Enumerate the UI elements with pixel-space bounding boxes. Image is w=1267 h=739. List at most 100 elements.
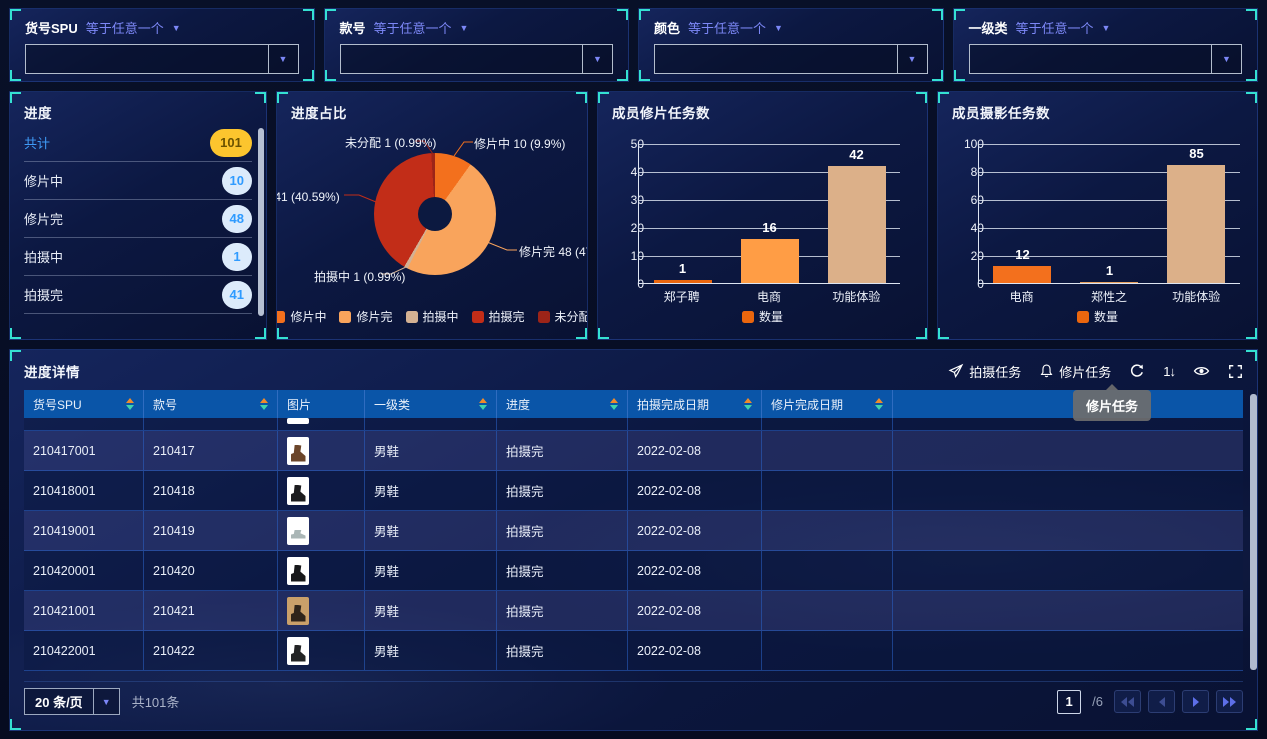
- filter-select[interactable]: ▼: [654, 44, 928, 74]
- filter-select[interactable]: ▼: [25, 44, 299, 74]
- retouch-tasks-chart-panel: 成员修片任务数 50 40 30 20 10 0 1 16 42 郑子聘 电商 …: [597, 91, 928, 340]
- bar[interactable]: [1167, 164, 1226, 283]
- cell-retouch-date: [762, 631, 893, 671]
- sort-arrows-icon[interactable]: [875, 398, 883, 410]
- table-row[interactable]: 210419001 210419 男鞋 拍摄完 2022-02-08: [24, 511, 1243, 551]
- product-image[interactable]: [287, 556, 309, 585]
- column-header-shoot-date[interactable]: 拍摄完成日期: [628, 390, 762, 418]
- column-header-spu[interactable]: 货号SPU: [24, 390, 144, 418]
- progress-item-retouching[interactable]: 修片中 10: [24, 162, 252, 200]
- legend-item[interactable]: 数量: [1076, 308, 1118, 325]
- chevron-down-icon[interactable]: ▼: [1101, 22, 1111, 33]
- filter-operator-link[interactable]: 等于任意一个: [373, 21, 452, 36]
- cell-spu: 210417001: [24, 431, 144, 471]
- tool-label: 修片任务: [1059, 364, 1112, 380]
- table-scrollbar-thumb[interactable]: [1250, 394, 1257, 670]
- bar[interactable]: [1080, 281, 1139, 283]
- cell-style-no: 210418: [144, 471, 278, 511]
- legend-item[interactable]: 修片中: [277, 308, 326, 325]
- filter-select-value[interactable]: [26, 45, 268, 73]
- sort-arrows-icon[interactable]: [126, 398, 134, 410]
- table-row[interactable]: 210418001 210418 男鞋 拍摄完 2022-02-08: [24, 471, 1243, 511]
- table-row-partial[interactable]: [24, 418, 1243, 431]
- legend-item[interactable]: 修片完: [339, 308, 393, 325]
- table-row[interactable]: 210422001 210422 男鞋 拍摄完 2022-02-08: [24, 631, 1243, 671]
- filter-operator-link[interactable]: 等于任意一个: [688, 21, 767, 36]
- chevron-down-icon[interactable]: ▼: [171, 22, 181, 33]
- progress-item-shooting[interactable]: 拍摄中 1: [24, 238, 252, 276]
- product-image[interactable]: [287, 436, 309, 465]
- table-header-row: 货号SPU 款号 图片 一级类 进度 拍摄完成日期 修片完成日期: [24, 390, 1243, 418]
- table-row[interactable]: 210420001 210420 男鞋 拍摄完 2022-02-08: [24, 551, 1243, 591]
- product-image[interactable]: [287, 596, 309, 625]
- x-axis-categories: 郑子聘 电商 功能体验: [638, 288, 900, 305]
- table-row[interactable]: 210421001 210421 男鞋 拍摄完 2022-02-08: [24, 591, 1243, 631]
- column-header-progress[interactable]: 进度: [497, 390, 628, 418]
- cell-progress: 拍摄完: [497, 591, 628, 631]
- column-header-retouch-date[interactable]: 修片完成日期: [762, 390, 893, 418]
- legend-label: 拍摄中: [422, 310, 459, 324]
- current-page-box[interactable]: 1: [1057, 689, 1082, 714]
- filter-select-value[interactable]: [655, 45, 897, 73]
- product-image[interactable]: [287, 516, 309, 545]
- filter-select-arrow-button[interactable]: ▼: [267, 45, 298, 73]
- legend-item[interactable]: 拍摄中: [405, 308, 459, 325]
- table-row[interactable]: 210417001 210417 男鞋 拍摄完 2022-02-08: [24, 431, 1243, 471]
- refresh-button[interactable]: [1129, 363, 1145, 379]
- product-image[interactable]: [287, 476, 309, 505]
- filter-select-value[interactable]: [970, 45, 1212, 73]
- sort-arrows-icon[interactable]: [479, 398, 487, 410]
- sort-button[interactable]: 1↓: [1163, 364, 1176, 379]
- sort-arrows-icon[interactable]: [610, 398, 618, 410]
- x-category: 功能体验: [1172, 290, 1221, 304]
- prev-page-button[interactable]: [1148, 690, 1175, 713]
- filter-select-value[interactable]: [341, 45, 583, 73]
- column-visibility-button[interactable]: [1193, 363, 1210, 379]
- bar[interactable]: [653, 280, 712, 283]
- retouch-task-button[interactable]: 修片任务: [1039, 362, 1111, 381]
- filter-select[interactable]: ▼: [339, 44, 613, 74]
- column-header-style-no[interactable]: 款号: [144, 390, 278, 418]
- legend-item[interactable]: 数量: [741, 308, 783, 325]
- bar[interactable]: [827, 166, 886, 283]
- filter-select-arrow-button[interactable]: ▼: [896, 45, 927, 73]
- sort-arrows-icon[interactable]: [744, 398, 752, 410]
- page-size-select[interactable]: 20 条/页 ▼: [24, 688, 120, 715]
- filter-select-arrow-button[interactable]: ▼: [582, 45, 612, 73]
- filter-select-arrow-button[interactable]: ▼: [1211, 45, 1241, 73]
- tool-label: 拍摄任务: [969, 364, 1022, 380]
- fullscreen-button[interactable]: [1228, 364, 1243, 379]
- product-image[interactable]: [287, 418, 309, 424]
- chevron-down-icon: ▼: [907, 54, 917, 64]
- chevron-down-icon: ▼: [278, 54, 288, 64]
- filter-operator-link[interactable]: 等于任意一个: [1015, 21, 1094, 36]
- last-page-button[interactable]: [1216, 690, 1243, 713]
- bar[interactable]: [740, 238, 799, 283]
- progress-item-retouched[interactable]: 修片完 48: [24, 200, 252, 238]
- cell-style-no: 210421: [144, 591, 278, 631]
- legend-swatch: [405, 310, 418, 323]
- progress-item-shot[interactable]: 拍摄完 41: [24, 276, 252, 314]
- filter-select[interactable]: ▼: [968, 44, 1242, 74]
- chevron-down-icon[interactable]: ▼: [774, 22, 783, 33]
- cell-progress: 拍摄完: [497, 631, 628, 671]
- first-page-button[interactable]: [1114, 690, 1141, 713]
- filter-label: 款号: [339, 21, 366, 36]
- legend-item[interactable]: 未分配: [537, 308, 587, 325]
- page-size-arrow-button[interactable]: ▼: [92, 689, 119, 714]
- shoot-task-button[interactable]: 拍摄任务: [948, 362, 1021, 381]
- bar-plot-area: 1 16 42: [638, 144, 900, 284]
- scrollbar-thumb[interactable]: [258, 128, 264, 316]
- progress-item-total[interactable]: 共计 101: [24, 124, 252, 162]
- legend-label: 修片完: [356, 310, 393, 324]
- donut-chart[interactable]: [374, 153, 496, 275]
- bar[interactable]: [993, 266, 1052, 283]
- chevron-down-icon[interactable]: ▼: [459, 22, 469, 33]
- product-image[interactable]: [287, 636, 309, 665]
- sort-arrows-icon[interactable]: [260, 398, 268, 410]
- column-header-category[interactable]: 一级类: [365, 390, 497, 418]
- filter-operator-link[interactable]: 等于任意一个: [85, 21, 164, 36]
- y-tick: 30: [630, 193, 644, 207]
- legend-item[interactable]: 拍摄完: [471, 308, 525, 325]
- next-page-button[interactable]: [1182, 690, 1209, 713]
